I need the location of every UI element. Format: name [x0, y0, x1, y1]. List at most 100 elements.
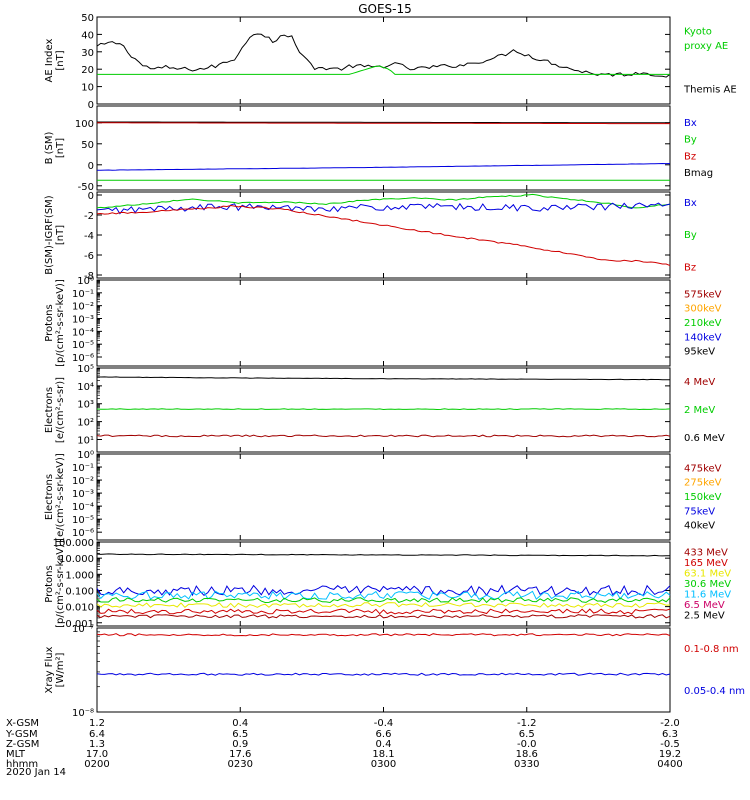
- legend-entry: Themis AE: [683, 85, 737, 96]
- legend-entry: 433 MeV: [684, 548, 728, 559]
- x-row-value: 17.0: [86, 749, 108, 760]
- y-tick-label: 0: [88, 100, 94, 111]
- legend-entry: 300keV: [684, 304, 722, 315]
- x-axis-labels: X-GSM 1.2 0.4 -0.4 -1.2 -2.0 Y-GSM 6.4 6.5 6.6 6.5…: [5, 718, 683, 770]
- series-2-5-mev: [96, 553, 671, 557]
- x-row-value: 18.6: [516, 749, 538, 760]
- x-row-value: -2.0: [660, 718, 680, 729]
- y-tick-label: 100: [75, 119, 94, 130]
- y-tick-label: 0.001: [65, 619, 94, 630]
- panel-electrons_hi: 10¹ 10² 10³ 10⁴ 10⁵ Electrons[e/(cm²-s-sr)] 4 …: [44, 364, 725, 453]
- x-row-value: 0200: [84, 759, 109, 770]
- y-tick-label: 10⁻²: [72, 476, 94, 487]
- x-row-value: 17.6: [229, 749, 251, 760]
- legend-entry: 63.1 MeV: [684, 569, 731, 580]
- date-label: 2020 Jan 14: [6, 767, 66, 778]
- y-tick-label: 20: [81, 65, 94, 76]
- panel-electrons_mag: 10⁰ 10⁻¹ 10⁻² 10⁻³ 10⁻⁴ 10⁻⁵ 10⁻⁶ Electrons[e/(…: [44, 450, 722, 541]
- series-30-6-mev: [96, 597, 671, 604]
- series-bz: [96, 204, 671, 267]
- y-tick-label: 10²: [77, 418, 94, 429]
- series-0-6-mev: [96, 376, 670, 381]
- legend-entry: 40keV: [684, 521, 715, 532]
- y-tick-label: 30: [81, 48, 94, 59]
- y-tick-label: -8: [84, 271, 94, 282]
- y-tick-label: 10⁻⁷: [72, 624, 94, 635]
- x-row-value: 19.2: [659, 749, 681, 760]
- legend-entry: 4 MeV: [684, 377, 715, 388]
- y-tick-label: 10⁻³: [72, 489, 94, 500]
- y-tick-label: 0.100: [65, 586, 94, 597]
- series-kyoto-proxy-ae: [97, 65, 670, 75]
- x-row-label: X-GSM: [6, 718, 39, 729]
- x-row-value: 1.2: [89, 718, 105, 729]
- y-tick-label: -6: [84, 251, 94, 262]
- x-row-value: -0.5: [660, 739, 680, 750]
- y-tick-label: 10⁻⁴: [72, 327, 94, 338]
- y-tick-label: 10.000: [59, 554, 94, 565]
- legend-entry: Bz: [684, 151, 696, 162]
- x-row-value: 6.4: [89, 729, 105, 740]
- y-axis-label: Xray Flux[W/m²]: [44, 646, 66, 693]
- legend-entry: 150keV: [684, 492, 722, 503]
- x-row-value: 0.9: [232, 739, 248, 750]
- legend-entry: 140keV: [684, 332, 722, 343]
- x-row-value: -1.2: [517, 718, 537, 729]
- y-tick-label: 100.000: [53, 538, 94, 549]
- y-axis-label: Electrons[e/(cm²-s-sr-keV)]: [44, 453, 66, 541]
- y-tick-label: 10⁻³: [72, 315, 94, 326]
- y-tick-label: 10⁻²: [72, 302, 94, 313]
- panel-ae: 0 10 20 30 40 50 AE Index[nT] Kyoto proxy AE Them…: [44, 13, 737, 111]
- legend-entry: 75keV: [684, 506, 715, 517]
- y-tick-label: 0: [88, 161, 94, 172]
- y-axis-label: B (SM)[nT]: [44, 131, 66, 164]
- legend-entry: Kyoto: [684, 27, 712, 38]
- series-by: [96, 193, 671, 209]
- panel-xray: 10⁻⁸ 10⁻⁷ Xray Flux[W/m²] 0.1-0.8 nm 0.05-0.…: [44, 624, 745, 719]
- y-tick-label: 1.000: [65, 570, 94, 581]
- series-11-6-mev: [96, 590, 671, 601]
- panels: 0 10 20 30 40 50 AE Index[nT] Kyoto proxy AE Them…: [44, 13, 745, 719]
- panel-frame: [96, 16, 671, 105]
- panel-b_sm: -50 0 50 100 B (SM)[nT] Bx By Bz Bmag: [44, 105, 713, 193]
- y-tick-label: 10⁻⁵: [72, 515, 94, 526]
- y-tick-label: 10: [81, 83, 94, 94]
- series-themis-ae: [96, 33, 671, 78]
- legend-entry: 210keV: [684, 318, 722, 329]
- x-row-value: 6.5: [519, 729, 535, 740]
- x-row-value: 6.5: [232, 729, 248, 740]
- legend-entry: 0.05-0.4 nm: [684, 686, 745, 697]
- y-tick-label: 10⁻⁵: [72, 340, 94, 351]
- series-4-mev: [96, 434, 671, 438]
- y-tick-label: -50: [78, 182, 94, 193]
- y-tick-label: 0.010: [65, 603, 94, 614]
- y-axis-label: AE Index[nT]: [44, 38, 66, 82]
- y-tick-label: 50: [81, 13, 94, 24]
- x-row-value: -0.4: [374, 718, 394, 729]
- y-tick-label: -4: [84, 231, 94, 242]
- legend-entry: 275keV: [684, 478, 722, 489]
- legend-entry: 95keV: [684, 347, 715, 358]
- legend-entry: Bx: [684, 118, 697, 129]
- legend-entry: 30.6 MeV: [684, 579, 731, 590]
- series-433-mev: [96, 614, 671, 619]
- x-row-label: Z-GSM: [6, 739, 39, 750]
- x-row-value: -0.0: [517, 739, 537, 750]
- legend-entry: 165 MeV: [684, 558, 728, 569]
- y-axis-label: Protons[p/(cm²-s-sr-keV)]: [44, 540, 66, 628]
- legend-entry: 2 MeV: [684, 405, 715, 416]
- series-0-05-0-4-nm: [96, 672, 671, 676]
- y-tick-label: 10⁵: [77, 364, 94, 375]
- panel-frame: [96, 105, 671, 191]
- x-row-value: 0.4: [376, 739, 392, 750]
- series-165-mev: [96, 608, 671, 615]
- chart-title: GOES-15: [358, 2, 412, 16]
- x-row-value: 1.3: [89, 739, 105, 750]
- y-axis-label: Electrons[e/(cm²-s-sr)]: [44, 377, 66, 443]
- series-bmag: [97, 121, 670, 124]
- panel-frame: [96, 627, 671, 713]
- y-tick-label: 10⁻¹: [72, 463, 94, 474]
- legend-entry: By: [684, 230, 697, 241]
- legend-entry: 11.6 MeV: [684, 590, 731, 601]
